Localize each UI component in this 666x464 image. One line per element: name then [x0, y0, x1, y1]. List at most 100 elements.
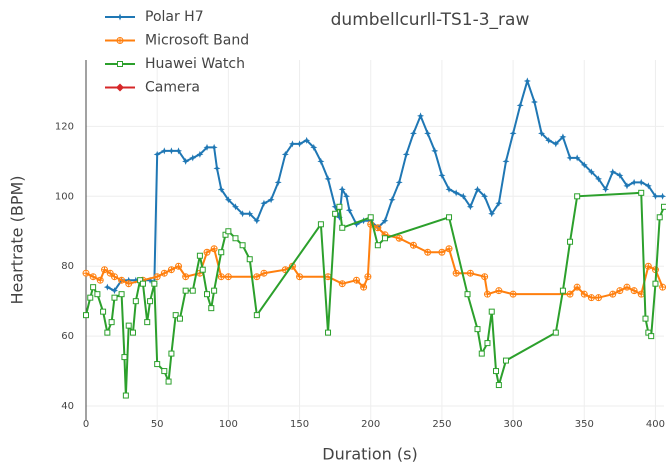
- marker: [160, 147, 168, 155]
- legend-item: Huawei Watch: [105, 56, 245, 72]
- marker: [580, 290, 588, 298]
- marker: [160, 269, 168, 277]
- marker: [630, 287, 638, 295]
- marker: [616, 287, 624, 295]
- marker: [196, 252, 203, 259]
- marker: [661, 203, 666, 210]
- marker: [260, 199, 268, 207]
- marker: [445, 185, 453, 193]
- marker: [409, 241, 417, 249]
- series: [83, 189, 666, 399]
- marker: [360, 283, 368, 291]
- marker: [111, 294, 118, 301]
- marker: [367, 214, 374, 221]
- x-tick-label: 100: [219, 419, 238, 430]
- marker: [623, 283, 631, 291]
- marker: [466, 269, 474, 277]
- chart-title: dumbellcurll-TS1-3_raw: [331, 10, 530, 30]
- marker: [167, 147, 175, 155]
- y-tick-label: 60: [61, 331, 74, 342]
- marker: [516, 101, 524, 109]
- marker: [495, 382, 502, 389]
- marker: [648, 333, 655, 340]
- marker: [117, 61, 123, 67]
- marker: [530, 98, 538, 106]
- marker: [364, 273, 372, 281]
- marker: [260, 269, 268, 277]
- marker: [125, 280, 133, 288]
- marker: [638, 189, 645, 196]
- marker: [644, 262, 652, 270]
- marker: [210, 245, 218, 253]
- legend-item: Polar H7: [105, 9, 204, 25]
- marker: [374, 242, 381, 249]
- marker: [210, 143, 218, 151]
- marker: [253, 217, 261, 225]
- marker: [246, 256, 253, 263]
- marker: [609, 168, 617, 176]
- marker: [182, 287, 189, 294]
- marker: [566, 290, 574, 298]
- series: [82, 220, 666, 302]
- marker: [616, 171, 624, 179]
- marker: [374, 224, 382, 232]
- marker: [317, 157, 325, 165]
- marker: [609, 290, 617, 298]
- x-tick-label: 150: [290, 419, 309, 430]
- marker: [110, 273, 118, 281]
- marker: [545, 136, 553, 144]
- x-tick-label: 50: [151, 419, 164, 430]
- marker: [189, 154, 197, 162]
- marker: [642, 315, 649, 322]
- marker: [83, 312, 89, 319]
- marker: [595, 294, 603, 302]
- marker: [602, 185, 610, 193]
- marker: [464, 291, 471, 298]
- marker: [478, 350, 485, 357]
- marker: [345, 206, 353, 214]
- marker: [239, 242, 246, 249]
- marker: [161, 368, 168, 375]
- marker: [538, 129, 546, 137]
- y-tick-label: 100: [55, 191, 74, 202]
- marker: [659, 192, 666, 200]
- marker: [566, 154, 574, 162]
- y-tick-label: 40: [61, 401, 74, 412]
- marker: [446, 214, 453, 221]
- marker: [118, 276, 126, 284]
- marker: [509, 290, 517, 298]
- marker: [110, 287, 118, 295]
- marker: [108, 319, 115, 326]
- marker: [89, 273, 97, 281]
- marker: [129, 329, 136, 336]
- marker: [523, 77, 531, 85]
- marker: [182, 157, 190, 165]
- marker: [274, 178, 282, 186]
- marker: [483, 290, 491, 298]
- x-tick-label: 0: [83, 419, 89, 430]
- marker: [623, 182, 631, 190]
- marker: [165, 378, 172, 385]
- marker: [317, 221, 324, 228]
- marker: [644, 182, 652, 190]
- marker: [343, 192, 351, 200]
- marker: [352, 220, 360, 228]
- marker: [381, 235, 388, 242]
- marker: [217, 273, 225, 281]
- marker: [116, 83, 124, 92]
- marker: [438, 248, 446, 256]
- marker: [199, 266, 206, 273]
- marker: [352, 276, 360, 284]
- marker: [121, 354, 128, 361]
- marker: [253, 312, 260, 319]
- marker: [637, 290, 645, 298]
- marker: [225, 228, 232, 235]
- marker: [488, 210, 496, 218]
- legend-label: Camera: [145, 80, 200, 96]
- marker: [424, 129, 432, 137]
- marker: [481, 192, 489, 200]
- marker: [104, 329, 111, 336]
- marker: [196, 150, 204, 158]
- marker: [151, 280, 158, 287]
